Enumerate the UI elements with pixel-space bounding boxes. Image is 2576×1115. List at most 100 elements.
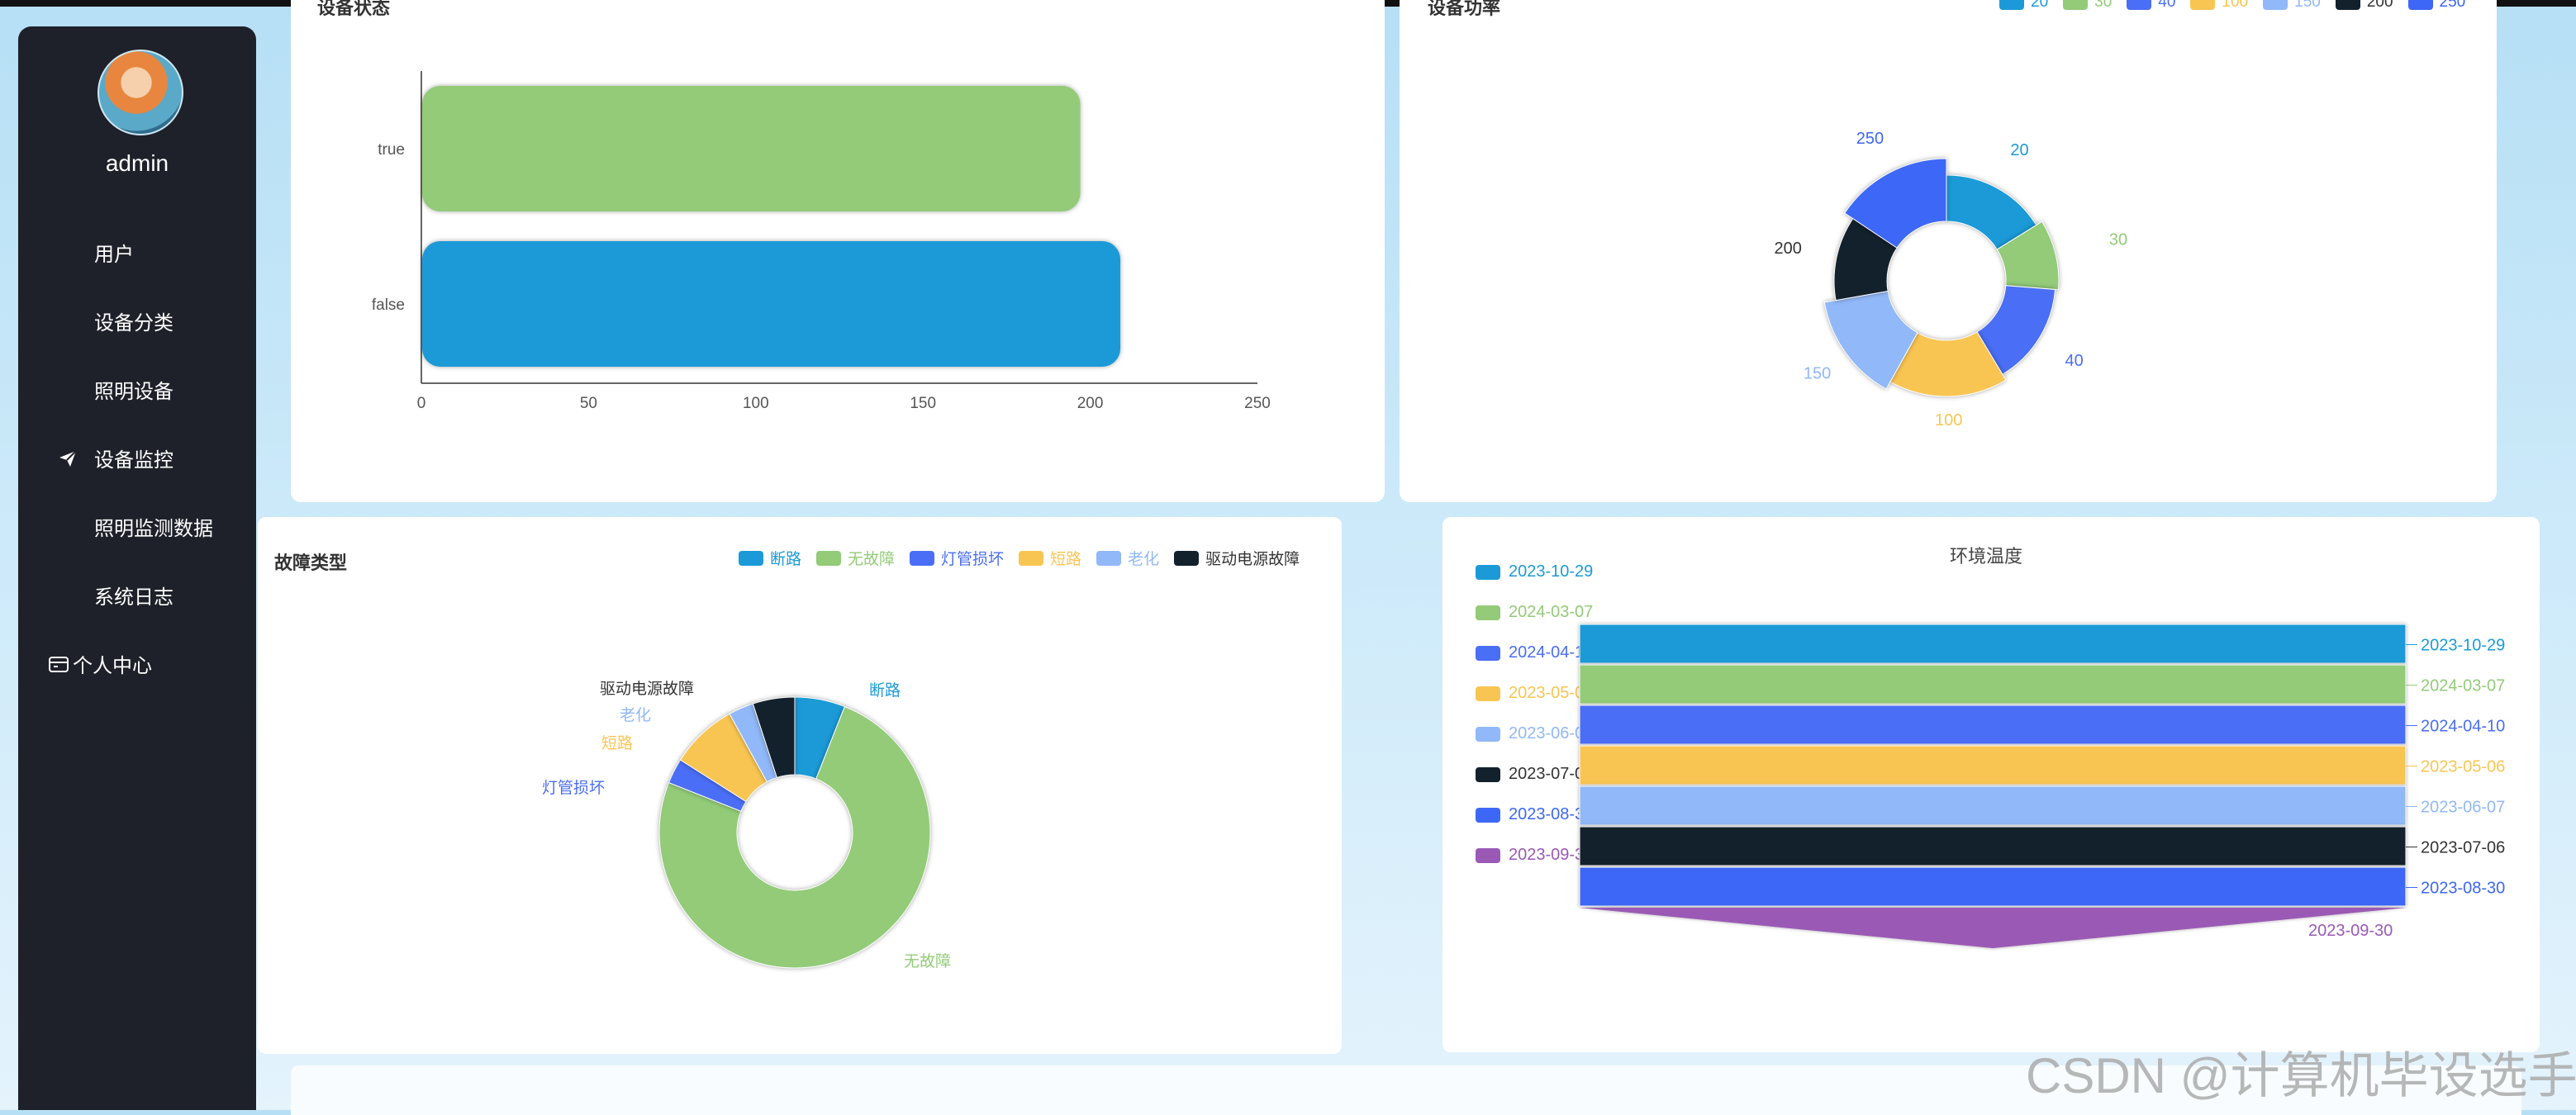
legend-item[interactable]: 2023-08-30: [1476, 795, 1593, 835]
legend-swatch: [2190, 0, 2216, 10]
legend-label: 2023-06-07: [1509, 724, 1594, 743]
x-tick-label: 250: [1244, 395, 1271, 412]
avatar[interactable]: [97, 50, 183, 135]
legend-item[interactable]: 30: [2063, 0, 2112, 12]
fault-slice-驱动电源故障[interactable]: [752, 696, 796, 779]
funnel-layer-2024-03-07[interactable]: [1579, 664, 2407, 705]
legend-item[interactable]: 2024-04-10: [1476, 633, 1593, 673]
legend-swatch: [2127, 0, 2152, 10]
env-legend[interactable]: 2023-10-29 2024-03-07 2024-04-10 2023-05-06…: [1476, 552, 1593, 875]
legend-label: 驱动电源故障: [1205, 551, 1300, 568]
funnel-layer-2024-04-10[interactable]: [1579, 705, 2407, 745]
legend-swatch: [1476, 605, 1500, 620]
sidebar-item-label: 设备监控: [94, 449, 173, 472]
power-slice-250[interactable]: [1844, 158, 1947, 249]
legend-swatch: [910, 550, 935, 566]
bar-true[interactable]: [422, 86, 1081, 211]
device-power-panel: 设备功率 20 30 40 100 150 200 250: [1400, 0, 2497, 502]
legend-label: 2024-03-07: [1509, 603, 1594, 621]
funnel-layer-2023-07-06[interactable]: [1579, 826, 2407, 866]
legend-item[interactable]: 2023-06-07: [1476, 714, 1593, 754]
legend-item[interactable]: 短路: [1019, 547, 1081, 569]
grid-icon: [58, 243, 78, 263]
legend-label: 无故障: [848, 551, 896, 568]
legend-item[interactable]: 150: [2263, 0, 2321, 12]
legend-swatch: [1476, 807, 1500, 823]
legend-item[interactable]: 2023-09-30: [1476, 835, 1593, 875]
legend-swatch: [1476, 686, 1500, 701]
funnel-layer-2023-09-30[interactable]: [1580, 908, 2406, 948]
legend-label: 2023-08-30: [1509, 805, 1594, 823]
legend-swatch: [1476, 766, 1500, 782]
legend-item[interactable]: 20: [1999, 0, 2048, 12]
sidebar: admin 用户 设备分类 照明设备 设备监控 照明监测数据 系统日志: [18, 26, 256, 1110]
panel-title: 设备状态: [317, 0, 391, 18]
sidebar-item-lighting-device[interactable]: 照明设备: [18, 355, 256, 424]
fault-slice-无故障[interactable]: [658, 705, 931, 969]
bar-false[interactable]: [422, 241, 1121, 367]
power-legend[interactable]: 20 30 40 100 150 200 250: [1984, 0, 2465, 12]
legend-swatch: [1174, 550, 1200, 566]
fault-slice-label: 断路: [869, 681, 901, 700]
power-slice-150[interactable]: [1823, 290, 1918, 390]
sidebar-item-system-log[interactable]: 系统日志: [18, 561, 256, 629]
power-slice-label: 40: [2065, 352, 2084, 370]
fault-slice-label: 无故障: [904, 952, 951, 970]
legend-label: 250: [2439, 0, 2466, 11]
legend-swatch: [1999, 0, 2024, 10]
legend-label: 短路: [1050, 551, 1082, 568]
legend-item[interactable]: 无故障: [816, 547, 895, 569]
legend-item[interactable]: 2023-05-06: [1476, 673, 1593, 714]
sidebar-item-label: 个人中心: [73, 655, 152, 677]
funnel-layer-2023-08-30[interactable]: [1579, 866, 2407, 907]
grid-icon: [58, 380, 78, 400]
funnel-layer-2023-05-06[interactable]: [1579, 745, 2407, 785]
sidebar-item-users[interactable]: 用户: [18, 218, 256, 287]
funnel-right-label: 2023-08-30: [2421, 880, 2505, 898]
sidebar-item-personal-center[interactable]: 个人中心: [18, 629, 256, 698]
funnel-right-label: 2023-05-06: [2421, 758, 2505, 776]
legend-item[interactable]: 断路: [739, 547, 801, 569]
sidebar-item-monitor-data[interactable]: 照明监测数据: [18, 492, 256, 561]
legend-swatch: [2063, 0, 2089, 10]
legend-label: 灯管损坏: [941, 551, 1005, 568]
legend-item[interactable]: 2023-10-29: [1476, 552, 1593, 592]
legend-swatch: [1096, 550, 1122, 566]
power-slice-label: 20: [2010, 141, 2028, 159]
legend-swatch: [2407, 0, 2433, 10]
power-pie-chart: 20 30 40 100 150 200 250: [1774, 130, 2127, 429]
legend-item[interactable]: 2023-07-06: [1476, 754, 1593, 795]
bottom-panel-edge: [291, 1065, 2521, 1115]
fault-legend[interactable]: 断路 无故障 灯管损坏 短路 老化 驱动电源故障: [724, 547, 1300, 569]
power-slice-label: 250: [1856, 130, 1884, 148]
funnel-right-label: 2023-10-29: [2421, 637, 2505, 655]
funnel-right-label: 2023-06-07: [2421, 799, 2505, 817]
legend-item[interactable]: 老化: [1096, 547, 1159, 569]
funnel-layer-2023-10-29[interactable]: [1579, 624, 2407, 664]
legend-item[interactable]: 250: [2407, 0, 2466, 12]
legend-item[interactable]: 灯管损坏: [910, 547, 1004, 569]
legend-item[interactable]: 200: [2335, 0, 2393, 12]
sidebar-item-device-category[interactable]: 设备分类: [18, 287, 256, 355]
status-bar-chart: 0 50 100 150 200 250 true false: [372, 71, 1271, 412]
legend-label: 2023-05-06: [1509, 684, 1594, 702]
panel-title: 故障类型: [274, 553, 348, 573]
grid-icon: [58, 517, 78, 537]
legend-label: 2023-09-30: [1509, 846, 1594, 864]
legend-item[interactable]: 驱动电源故障: [1174, 547, 1300, 569]
sidebar-item-device-monitor[interactable]: 设备监控: [18, 424, 256, 492]
legend-item[interactable]: 100: [2190, 0, 2248, 12]
legend-label: 老化: [1128, 551, 1160, 568]
legend-label: 40: [2158, 0, 2176, 11]
funnel-layer-2023-06-07[interactable]: [1579, 785, 2407, 826]
power-slice-label: 100: [1935, 411, 1962, 429]
funnel-right-label: 2024-03-07: [2421, 677, 2505, 695]
power-slice-30[interactable]: [1996, 221, 2060, 291]
legend-item[interactable]: 40: [2127, 0, 2175, 12]
funnel-right-label: 2023-09-30: [2308, 922, 2393, 940]
fault-slice-label: 老化: [620, 706, 651, 724]
x-tick-label: 50: [580, 395, 597, 412]
power-slice-label: 200: [1774, 240, 1801, 258]
legend-item[interactable]: 2024-03-07: [1476, 592, 1593, 633]
